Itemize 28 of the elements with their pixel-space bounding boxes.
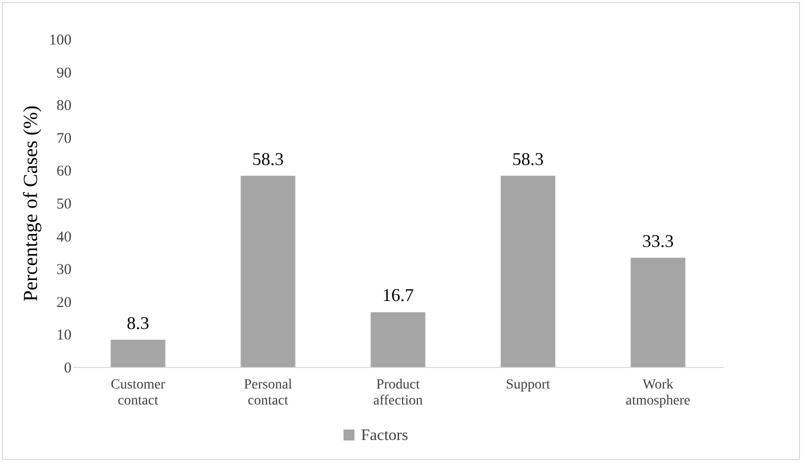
y-tick-label: 80 [56, 98, 72, 114]
x-tick-label: Customer contact [110, 378, 166, 408]
bar [500, 176, 556, 367]
y-tick-label: 60 [56, 164, 72, 180]
y-tick-label: 70 [56, 130, 72, 147]
y-tick-label: 20 [56, 294, 72, 311]
data-label: 58.3 [252, 148, 284, 169]
y-tick-label: 30 [56, 262, 72, 278]
bar [110, 340, 166, 367]
x-tick-label: Work atmosphere [626, 378, 690, 408]
x-tick-label: Support [506, 378, 550, 392]
y-tick-label: 40 [56, 229, 72, 246]
bar [240, 176, 296, 367]
y-tick-label: 50 [56, 196, 72, 212]
y-tick-label: 10 [56, 328, 72, 344]
data-label: 58.3 [512, 148, 544, 169]
y-tick-label: 100 [49, 32, 72, 48]
bar [630, 258, 686, 367]
bar [370, 312, 426, 367]
y-tick-label: 90 [56, 65, 72, 82]
data-label: 33.3 [642, 230, 674, 251]
y-axis-title: Percentage of Cases (%) [20, 105, 42, 302]
x-tick-label: Personal contact [244, 378, 292, 408]
y-tick-label: 0 [64, 360, 72, 376]
x-tick-label: Product affection [373, 378, 423, 408]
data-label: 8.3 [126, 312, 150, 333]
data-label: 16.7 [382, 285, 414, 306]
legend-label: Factors [361, 427, 408, 444]
